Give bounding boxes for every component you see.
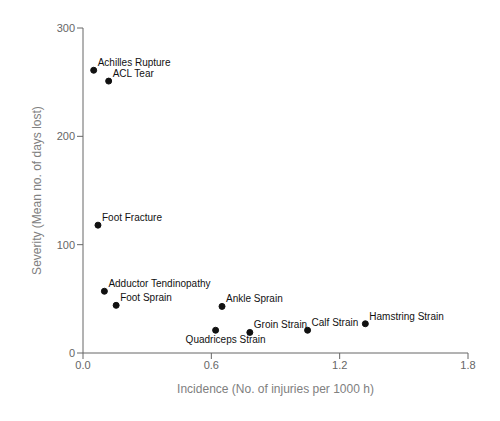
svg-text:Incidence (No. of injuries per: Incidence (No. of injuries per 1000 h) xyxy=(177,382,374,396)
svg-text:Achilles Rupture: Achilles Rupture xyxy=(98,57,171,68)
svg-text:ACL Tear: ACL Tear xyxy=(113,68,155,79)
svg-text:100: 100 xyxy=(57,239,75,251)
svg-text:Severity (Mean no. of days los: Severity (Mean no. of days lost) xyxy=(30,106,44,275)
svg-text:1.8: 1.8 xyxy=(460,359,475,371)
svg-text:1.2: 1.2 xyxy=(332,359,347,371)
svg-text:300: 300 xyxy=(57,22,75,34)
svg-text:Foot Fracture: Foot Fracture xyxy=(102,212,162,223)
svg-text:0.6: 0.6 xyxy=(204,359,219,371)
svg-text:Foot Sprain: Foot Sprain xyxy=(120,292,172,303)
svg-text:Adductor Tendinopathy: Adductor Tendinopathy xyxy=(108,278,210,289)
svg-text:0: 0 xyxy=(69,347,75,359)
svg-text:0.0: 0.0 xyxy=(75,359,90,371)
svg-text:Calf Strain: Calf Strain xyxy=(312,317,359,328)
svg-text:Quadriceps Strain: Quadriceps Strain xyxy=(186,334,266,345)
svg-text:200: 200 xyxy=(57,130,75,142)
svg-text:Groin Strain: Groin Strain xyxy=(254,319,307,330)
svg-text:Ankle Sprain: Ankle Sprain xyxy=(226,293,283,304)
svg-text:Hamstring Strain: Hamstring Strain xyxy=(369,311,443,322)
